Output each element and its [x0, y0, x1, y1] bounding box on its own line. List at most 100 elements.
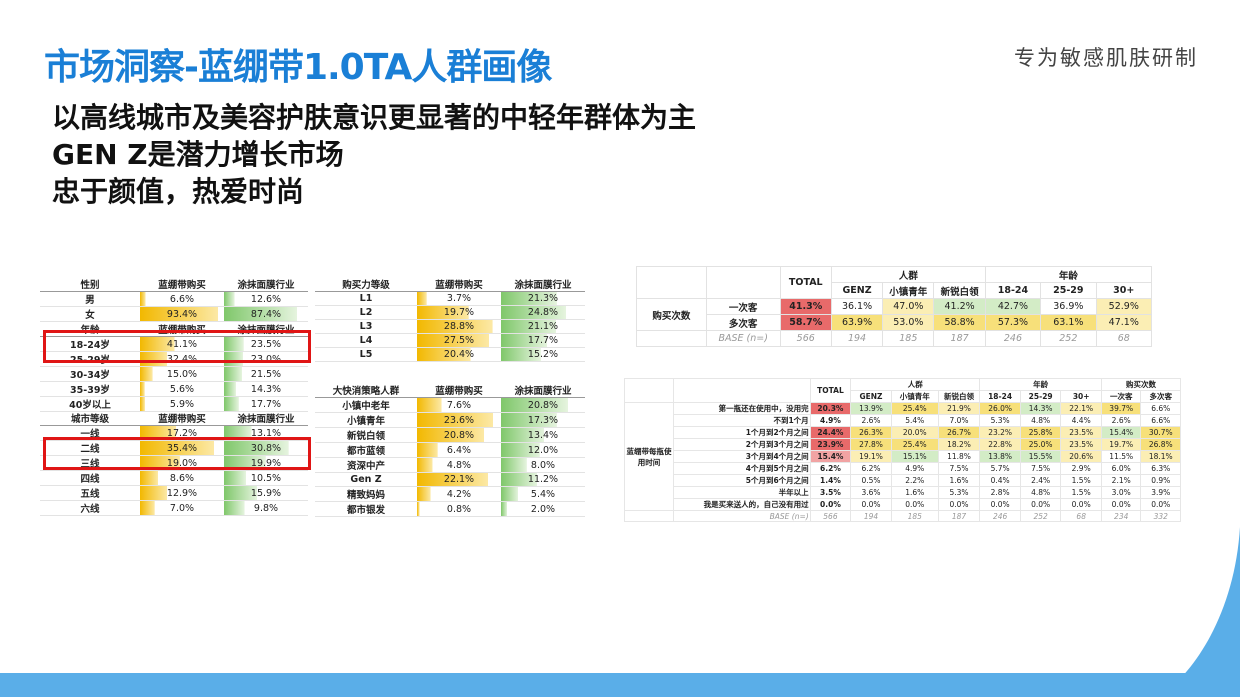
- row-label: 我是买来送人的，自己没有用过: [673, 498, 811, 511]
- cell-value: 4.9%: [809, 414, 852, 427]
- cell-value: 6.0%: [1100, 462, 1142, 475]
- cell-value: 4.4%: [1060, 414, 1102, 427]
- empty-cell: [636, 330, 707, 347]
- cell-value: 23.5%: [1060, 438, 1102, 451]
- row-label: 四线: [40, 470, 140, 486]
- table-row: 五线 12.9% 15.9%: [40, 485, 308, 501]
- row-label: 4个月到5个月之间: [673, 462, 811, 475]
- cell-value: 42.7%: [984, 298, 1042, 315]
- cell-value: 246: [984, 330, 1042, 347]
- cell-value: 23.5%: [1060, 426, 1102, 439]
- column-header: 新锐白领: [933, 282, 986, 299]
- cell-value: 17.7%: [501, 333, 585, 348]
- cell-value: 63.1%: [1040, 314, 1097, 331]
- column-header: 多次客: [1140, 390, 1181, 403]
- row-label: L3: [315, 319, 417, 334]
- cell-value: 41.2%: [933, 298, 986, 315]
- cell-value: 41.1%: [140, 336, 224, 352]
- row-label: L2: [315, 305, 417, 320]
- cell-value: 1.5%: [1060, 486, 1102, 499]
- cell-value: 17.7%: [224, 396, 308, 412]
- row-group-label: 蓝绷带每瓶使用时间: [623, 402, 675, 511]
- table-row: BASE (n=) 566 194 185 187 246 252 68: [636, 330, 1153, 347]
- cell-value: 6.2%: [809, 462, 852, 475]
- page-title: 市场洞察-蓝绷带1.0TA人群画像: [44, 47, 552, 88]
- cell-value: 2.6%: [850, 414, 892, 427]
- row-label: L5: [315, 347, 417, 362]
- cell-value: 21.9%: [937, 402, 981, 415]
- cell-value: 0.8%: [417, 501, 501, 517]
- cell-value: 0.0%: [1100, 498, 1142, 511]
- table-row: L3 28.8% 21.1%: [315, 319, 585, 334]
- row-label: BASE (n=): [705, 330, 781, 347]
- cell-value: 1.4%: [809, 474, 852, 487]
- cell-value: 11.5%: [1100, 450, 1142, 463]
- row-label: 18-24岁: [40, 336, 140, 352]
- table-row: 精致妈妈 4.2% 5.4%: [315, 486, 585, 502]
- cell-value: 0.0%: [809, 498, 852, 511]
- column-header: 大快消策略人群: [315, 383, 417, 398]
- highlight-box-age: [43, 330, 311, 363]
- cell-value: 23.6%: [417, 412, 501, 428]
- table-row: 半年以上 3.5% 3.6% 1.6% 5.3% 2.8% 4.8% 1.5% 3.0% 3.9%: [625, 486, 1181, 499]
- cell-value: 36.1%: [830, 298, 884, 315]
- cell-value: 26.0%: [979, 402, 1021, 415]
- table-row: 我是买来送人的，自己没有用过 0.0% 0.0% 0.0% 0.0% 0.0% 0.0% 0.…: [625, 498, 1181, 511]
- cell-value: 20.8%: [417, 427, 501, 443]
- cell-value: 15.4%: [1100, 426, 1142, 439]
- column-header: 性别: [40, 277, 140, 292]
- table-row: 35-39岁 5.6% 14.3%: [40, 381, 308, 397]
- subtitle-1: 以高线城市及美容护肤意识更显著的中轻年群体为主: [52, 101, 697, 134]
- brand-tagline: 专为敏感肌肤研制: [1014, 46, 1198, 70]
- row-label: 不到1个月: [673, 414, 811, 427]
- row-label: 1个月到2个月之间: [673, 426, 811, 439]
- table-row: 40岁以上 5.9% 17.7%: [40, 396, 308, 412]
- cell-value: 20.4%: [417, 347, 501, 362]
- cell-value: 8.0%: [501, 457, 585, 473]
- cell-value: 12.9%: [140, 485, 224, 501]
- cell-value: 20.6%: [1060, 450, 1102, 463]
- table-row: Gen Z 22.1% 11.2%: [315, 472, 585, 487]
- cell-value: 6.3%: [1140, 462, 1181, 475]
- cell-value: 252: [1019, 510, 1062, 522]
- cell-value: 39.7%: [1100, 402, 1142, 415]
- cell-value: 47.0%: [882, 298, 935, 315]
- cell-value: 13.9%: [850, 402, 892, 415]
- cell-value: 15.0%: [140, 366, 224, 382]
- row-label: 小镇青年: [315, 412, 417, 428]
- table-row: 蓝绷带每瓶使用时间 第一瓶还在使用中，没用完 20.3% 13.9% 25.4% 21.9…: [623, 402, 1181, 511]
- table-row: 5个月到6个月之间 1.4% 0.5% 2.2% 1.6% 0.4% 2.4% 1.5% 2.1…: [625, 474, 1181, 487]
- cell-value: 23.5%: [224, 336, 308, 352]
- cell-value: 87.4%: [224, 306, 308, 322]
- table-row: 资深中产 4.8% 8.0%: [315, 457, 585, 473]
- empty-cell: [623, 510, 675, 522]
- cell-value: 19.7%: [1100, 438, 1142, 451]
- cell-value: 10.5%: [224, 470, 308, 486]
- cell-value: 2.6%: [1100, 414, 1142, 427]
- cell-value: 7.5%: [937, 462, 981, 475]
- column-header: 涂抹面膜行业: [501, 277, 585, 292]
- cell-value: 12.0%: [501, 442, 585, 458]
- table-row: 都市蓝领 6.4% 12.0%: [315, 442, 585, 458]
- column-header: 蓝绷带购买: [417, 277, 501, 292]
- row-label: BASE (n=): [673, 510, 811, 522]
- row-label: 都市银发: [315, 501, 417, 517]
- column-header: 小镇青年: [882, 282, 935, 299]
- cell-value: 25.8%: [1019, 426, 1062, 439]
- cell-value: 35.4%: [140, 440, 224, 456]
- table-row: 多次客 58.7% 63.9% 53.0% 58.8% 57.3% 63.1% 47.1%: [637, 314, 1153, 331]
- row-label: 六线: [40, 500, 140, 516]
- column-header: 蓝绷带购买: [140, 411, 224, 426]
- row-label: L1: [315, 291, 417, 306]
- table-row: 小镇青年 23.6% 17.3%: [315, 412, 585, 428]
- table-row: 1个月到2个月之间 24.4% 26.3% 20.0% 26.7% 23.2% 25.8% 2…: [625, 426, 1181, 439]
- header-row: 性别 蓝绷带购买 涂抹面膜行业: [40, 277, 308, 292]
- cell-value: 93.4%: [140, 306, 224, 322]
- cell-value: 14.3%: [224, 381, 308, 397]
- row-label: 第一瓶还在使用中，没用完: [673, 402, 811, 415]
- row-label: 多次客: [705, 314, 781, 331]
- cell-value: 2.2%: [890, 474, 939, 487]
- cell-value: 21.1%: [501, 319, 585, 334]
- cell-value: 11.2%: [501, 472, 585, 487]
- cell-value: 22.8%: [979, 438, 1021, 451]
